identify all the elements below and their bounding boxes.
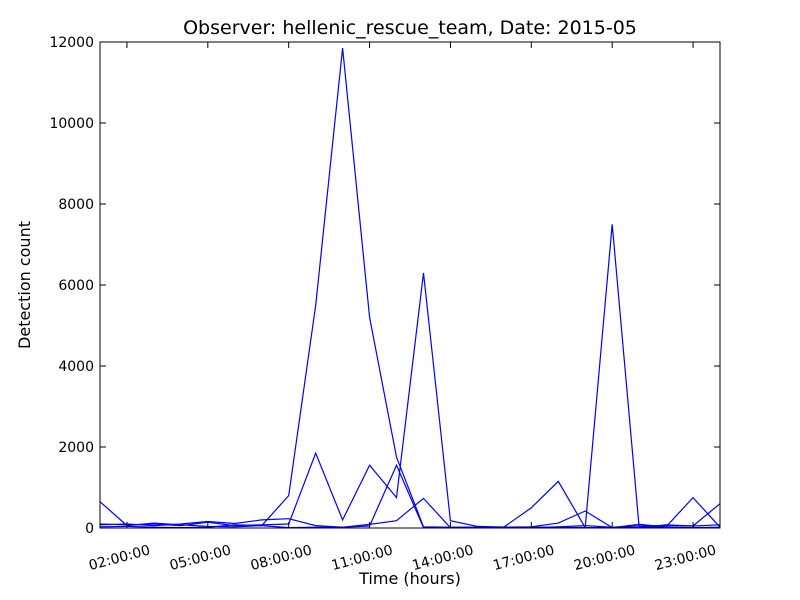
x-axis-label: Time (hours) <box>358 569 461 588</box>
x-tick-label: 23:00:00 <box>653 542 718 574</box>
series-layer <box>99 48 721 529</box>
y-axis: 0 2000 4000 6000 8000 10000 12000 <box>49 35 720 537</box>
y-tick-label: 12000 <box>49 35 94 51</box>
y-tick-label: 10000 <box>49 116 94 132</box>
y-axis-label: Detection count <box>15 221 34 349</box>
x-tick-label: 02:00:00 <box>87 542 152 574</box>
chart-title: Observer: hellenic_rescue_team, Date: 20… <box>183 17 637 39</box>
y-tick-label: 6000 <box>58 278 94 294</box>
y-tick-label: 8000 <box>58 197 94 213</box>
series-line-3 <box>99 463 721 529</box>
x-tick-label: 08:00:00 <box>249 542 314 574</box>
y-tick-label: 2000 <box>58 440 94 456</box>
y-tick-label: 4000 <box>58 359 94 375</box>
x-axis: 02:00:00 05:00:00 08:00:00 11:00:00 14:00:00… <box>87 42 718 574</box>
x-tick-label: 17:00:00 <box>491 542 556 574</box>
series-line-2 <box>99 224 721 529</box>
plot-frame <box>99 41 721 529</box>
series-line-1 <box>99 48 721 529</box>
x-tick-label: 20:00:00 <box>572 542 637 574</box>
x-tick-label: 05:00:00 <box>168 542 233 574</box>
y-tick-label: 0 <box>85 521 94 537</box>
